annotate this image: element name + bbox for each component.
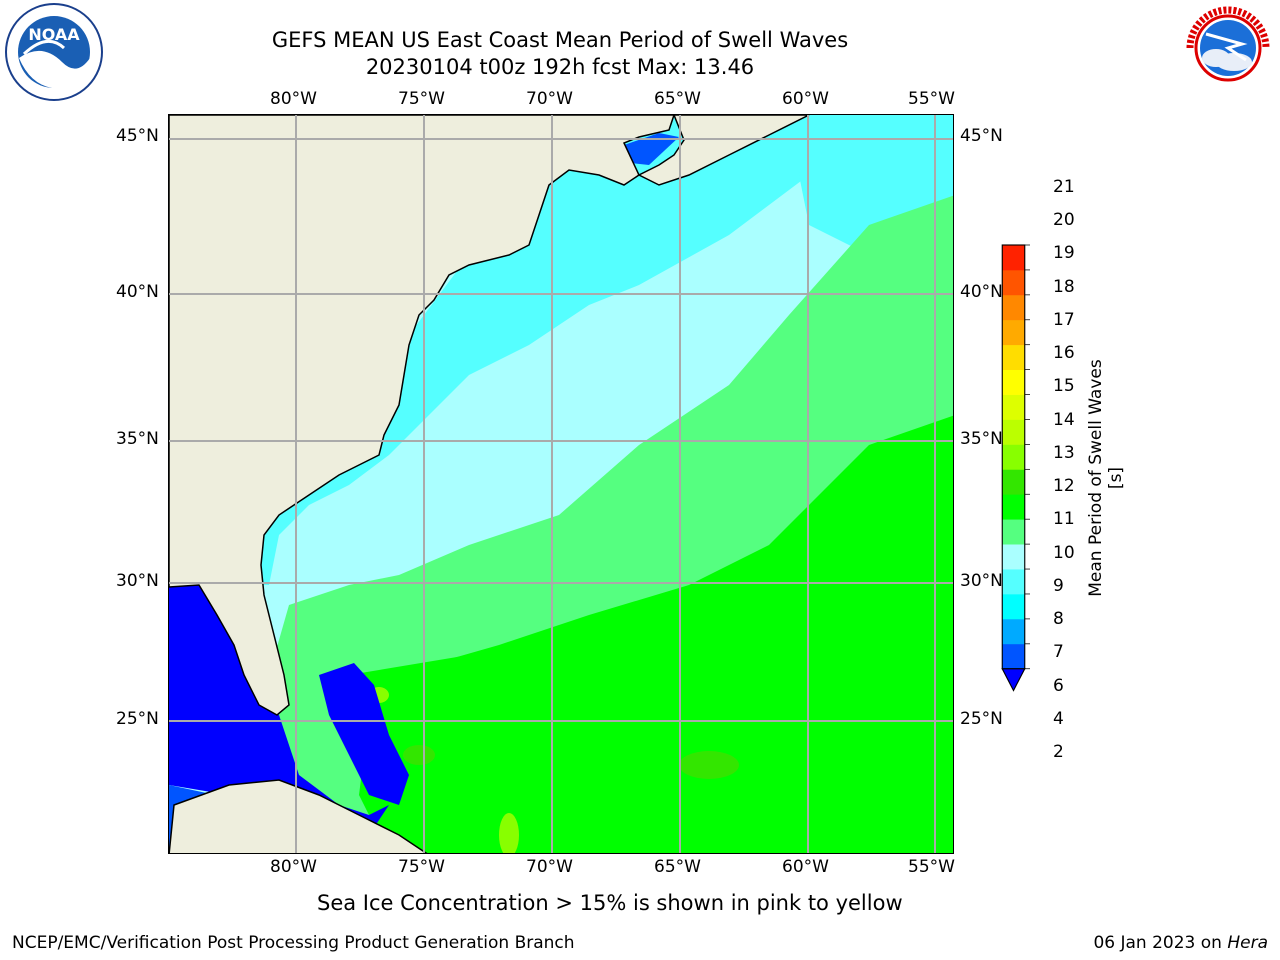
gulf-field-2-4 bbox=[169, 583, 389, 835]
colorbar-segment bbox=[1002, 593, 1025, 620]
swell-period-map bbox=[168, 114, 954, 854]
lon-label-top: 55°W bbox=[908, 89, 955, 109]
colorbar-segment bbox=[1002, 469, 1025, 495]
colorbar-segment bbox=[1002, 519, 1025, 545]
ocean-field-11-12 bbox=[679, 751, 739, 779]
colorbar-tick-label: 14 bbox=[1053, 409, 1075, 430]
lat-label-right: 35°N bbox=[960, 429, 1003, 449]
map-canvas bbox=[169, 115, 953, 853]
lon-label-top: 65°W bbox=[654, 89, 701, 109]
land-nova-scotia bbox=[637, 115, 810, 186]
lat-label-right: 40°N bbox=[960, 282, 1003, 302]
colorbar-tick-label: 21 bbox=[1053, 177, 1075, 197]
colorbar-tick-label: 4 bbox=[1053, 708, 1064, 729]
colorbar-tick-label: 19 bbox=[1053, 243, 1075, 264]
sea-ice-note: Sea Ice Concentration > 15% is shown in … bbox=[317, 891, 903, 915]
fundy-field bbox=[624, 133, 679, 165]
ocean-field-11-12 bbox=[403, 745, 435, 765]
colorbar-tick-label: 12 bbox=[1053, 476, 1075, 497]
chart-title-line2: 20230104 t00z 192h fcst Max: 13.46 bbox=[365, 55, 755, 79]
footer-date: 06 Jan 2023 on bbox=[1093, 933, 1228, 953]
lon-label-bottom: 60°W bbox=[782, 857, 829, 877]
colorbar-segment bbox=[1002, 319, 1025, 346]
colorbar-label: Mean Period of Swell Waves [s] bbox=[1086, 359, 1126, 597]
colorbar-tick-label: 8 bbox=[1053, 609, 1064, 630]
lon-label-bottom: 55°W bbox=[908, 857, 955, 877]
lat-label-right: 25°N bbox=[960, 709, 1003, 729]
colorbar-tick-label: 2 bbox=[1053, 742, 1064, 762]
lat-label-left: 35°N bbox=[116, 429, 159, 449]
lon-label-bottom: 65°W bbox=[654, 857, 701, 877]
colorbar-tick-label: 11 bbox=[1053, 509, 1075, 530]
lon-label-top: 75°W bbox=[398, 89, 445, 109]
colorbar bbox=[1001, 244, 1030, 692]
colorbar-segment bbox=[1002, 294, 1025, 321]
colorbar-segment bbox=[1002, 419, 1025, 445]
lon-label-bottom: 70°W bbox=[526, 857, 573, 877]
colorbar-segment bbox=[1002, 245, 1025, 271]
colorbar-segment bbox=[1002, 618, 1025, 645]
colorbar-tick-label: 6 bbox=[1053, 675, 1064, 696]
lon-label-bottom: 80°W bbox=[270, 857, 317, 877]
colorbar-tick-label: 7 bbox=[1053, 642, 1064, 663]
colorbar-segment bbox=[1002, 444, 1025, 470]
colorbar-tick-label: 10 bbox=[1053, 542, 1075, 563]
graticule bbox=[169, 115, 953, 853]
ocean-field-7-8 bbox=[249, 115, 819, 585]
bahamas-field bbox=[319, 663, 409, 805]
colorbar-tick-label: 16 bbox=[1053, 343, 1075, 364]
svg-text:NOAA: NOAA bbox=[28, 25, 80, 44]
lon-label-top: 70°W bbox=[526, 89, 573, 109]
colorbar-segment bbox=[1002, 369, 1025, 395]
noaa-logo: NOAA bbox=[5, 3, 103, 101]
colorbar-tick-label: 15 bbox=[1053, 376, 1075, 397]
footer-timestamp: 06 Jan 2023 on Hera bbox=[1093, 933, 1268, 953]
colorbar-tick-label: 13 bbox=[1053, 442, 1075, 463]
ocean-field-10-11-west bbox=[349, 655, 589, 765]
colorbar-segment bbox=[1002, 643, 1025, 670]
land-cuba bbox=[169, 779, 428, 853]
ocean-field-12-13 bbox=[499, 813, 519, 853]
colorbar-segment bbox=[1002, 494, 1025, 520]
lat-label-left: 25°N bbox=[116, 709, 159, 729]
colorbar-tick-label: 9 bbox=[1053, 575, 1064, 596]
colorbar-tick-label: 18 bbox=[1053, 276, 1075, 297]
lon-label-bottom: 75°W bbox=[398, 857, 445, 877]
lat-label-left: 30°N bbox=[116, 571, 159, 591]
chart-title-line1: GEFS MEAN US East Coast Mean Period of S… bbox=[271, 28, 849, 52]
footer-host: Hera bbox=[1227, 933, 1268, 953]
colorbar-segment bbox=[1002, 344, 1025, 371]
colorbar-tick-label: 17 bbox=[1053, 309, 1075, 330]
lat-label-right: 45°N bbox=[960, 126, 1003, 146]
colorbar-segment bbox=[1002, 544, 1025, 570]
colorbar-tick-label: 20 bbox=[1053, 210, 1075, 231]
lat-label-left: 40°N bbox=[116, 282, 159, 302]
colorbar-segment bbox=[1002, 394, 1025, 420]
lat-label-left: 45°N bbox=[116, 126, 159, 146]
footer-credit: NCEP/EMC/Verification Post Processing Pr… bbox=[12, 933, 575, 953]
colorbar-segment bbox=[1002, 569, 1025, 595]
nws-logo bbox=[1182, 2, 1274, 94]
colorbar-extend-arrow bbox=[1001, 668, 1026, 692]
colorbar-segment bbox=[1002, 269, 1025, 296]
lon-label-top: 80°W bbox=[270, 89, 317, 109]
lat-label-right: 30°N bbox=[960, 571, 1003, 591]
lon-label-top: 60°W bbox=[782, 89, 829, 109]
